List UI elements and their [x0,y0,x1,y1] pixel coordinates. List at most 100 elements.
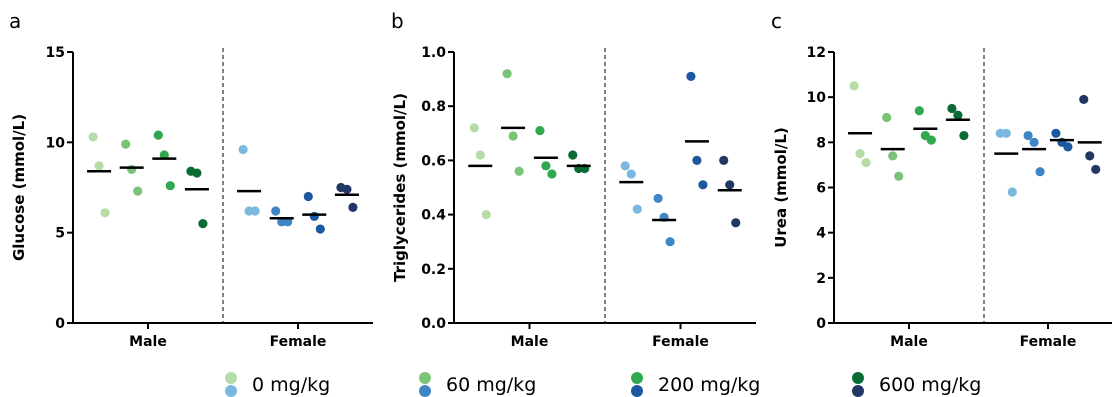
data-point [855,149,865,159]
data-point [94,161,104,171]
panel-c: c 0 2 4 6 8 10 12 Urea (mmol/L) Male Female [771,9,1112,350]
data-point [198,219,208,229]
y-tick-label: 0.6 [421,153,446,169]
y-tick-label: 0 [55,316,65,332]
data-point [947,103,957,114]
data-point [88,132,98,142]
category-label: Female [270,334,327,350]
legend-label: 200 mg/kg [658,374,760,396]
data-point [342,184,352,194]
legend-swatch-male [631,372,643,384]
data-point [914,106,924,116]
data-point [508,131,518,141]
data-point [1079,94,1089,105]
legend-swatch-female [631,385,643,397]
data-point [620,161,630,171]
data-point [653,193,663,203]
data-point [725,180,735,190]
data-point [283,217,293,227]
data-point [100,208,110,218]
legend-swatch-male [225,372,237,384]
panel-a: a 0 5 10 15 Glucose (mmol/L) Male Female [9,9,373,350]
data-point [469,123,479,133]
data-point [882,112,892,123]
y-axis-title: Urea (mmol/L) [772,127,790,248]
category-label: Male [890,334,928,350]
y-axis-title: Triglycerides (mmol/L) [391,93,409,282]
data-point [238,144,248,155]
y-tick-label: 0.2 [421,262,446,278]
data-point [719,155,729,165]
data-point [894,171,904,181]
data-point [271,206,281,216]
y-tick-label: 1.0 [421,45,446,61]
data-point [1035,167,1045,177]
panel-letter: a [9,9,21,33]
y-tick-label: 0.8 [421,99,446,115]
data-point [165,181,175,191]
legend-swatch-male [852,372,864,384]
data-point [632,204,642,214]
y-tick-label: 15 [46,45,65,61]
data-point [849,81,859,91]
y-tick-label: 6 [816,181,826,197]
data-point [153,130,163,140]
legend-label: 60 mg/kg [446,374,536,396]
data-point [127,164,137,175]
data-point [303,191,313,202]
category-label: Female [652,334,709,350]
category-label: Male [129,334,167,350]
data-point [481,210,491,220]
legend-label: 600 mg/kg [879,374,981,396]
category-label: Male [511,334,549,350]
y-tick-label: 0.0 [421,316,446,332]
data-point [309,211,319,222]
legend-swatch-male [419,372,431,384]
data-point [475,150,485,160]
y-tick-label: 10 [807,90,827,106]
data-point [159,150,169,160]
panel-letter: b [391,9,404,33]
data-point [348,202,358,212]
y-axis-title: Glucose (mmol/L) [10,114,28,261]
data-point [626,169,636,179]
y-tick-label: 0.4 [421,208,446,224]
data-point [1051,128,1061,138]
y-tick-label: 8 [816,135,826,151]
legend: 0 mg/kg 60 mg/kg 200 mg/kg 600 mg/kg [225,372,981,397]
legend-swatch-female [852,385,864,397]
y-tick-label: 12 [807,45,826,61]
y-tick-label: 0 [816,316,826,332]
data-point [502,69,512,79]
data-point [568,150,578,160]
y-tick-label: 5 [55,226,65,242]
data-point [514,166,524,176]
data-point [698,180,708,190]
panel-b: b 0.0 0.2 0.4 0.6 0.8 1.0 Triglycerides (mmol/L… [391,9,756,350]
legend-swatch-female [419,385,431,397]
data-point [121,139,131,149]
data-point [861,158,871,168]
y-tick-label: 4 [816,226,826,242]
y-tick-label: 10 [46,135,66,151]
data-point [953,110,963,120]
data-point [1023,130,1033,141]
data-point [192,168,202,178]
data-point [133,186,143,196]
legend-label: 0 mg/kg [252,374,330,396]
data-point [665,237,675,247]
y-tick-label: 2 [816,271,826,287]
data-point [731,218,741,228]
category-label: Female [1020,334,1077,350]
data-point [926,135,936,145]
data-point [547,169,557,179]
data-point [1029,137,1039,147]
data-point [250,206,260,216]
data-point [1063,142,1073,152]
data-point [1091,164,1101,175]
data-point [1001,128,1011,138]
data-point [686,71,696,81]
data-point [1085,151,1095,161]
data-point [1007,187,1017,197]
